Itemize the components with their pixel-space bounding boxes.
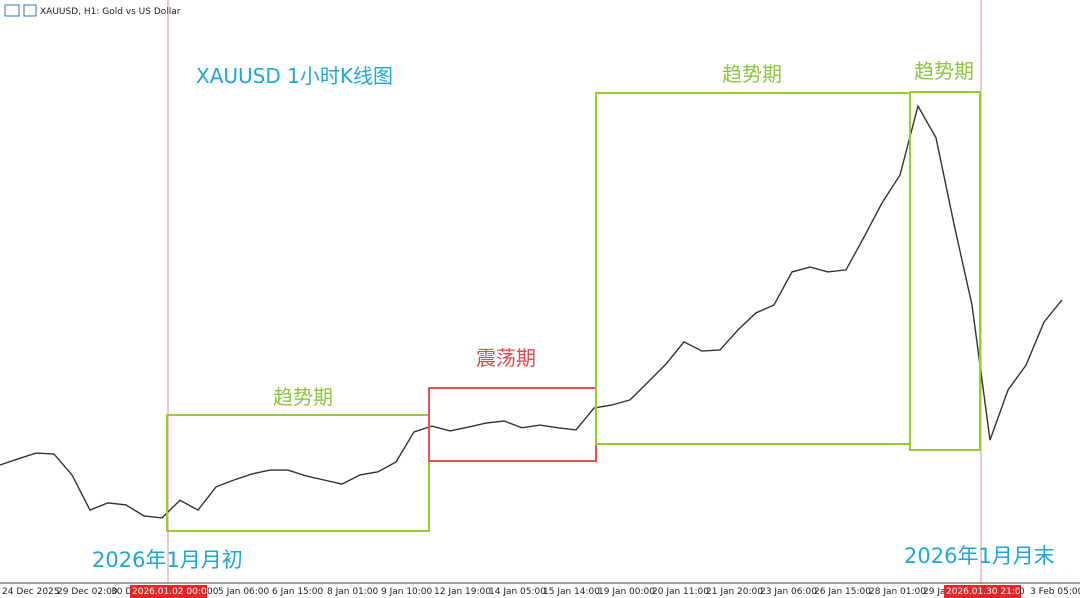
x-tick-label: 20 Jan 11:00 [652,587,709,597]
chart-header: XAUUSD, H1: Gold vs US Dollar [40,7,181,17]
annotation: 震荡期 [476,346,536,370]
x-tick-label: 23 Jan 06:00 [760,587,817,597]
trend-box [166,414,430,532]
annotation: 2026年1月月末 [904,544,1055,568]
annotation: 趋势期 [273,385,333,409]
annotation: 趋势期 [914,59,974,83]
chart-title: XAUUSD 1小时K线图 [196,64,393,88]
x-tick-label: 8 Jan 01:00 [327,587,379,597]
x-tick-label: 2026.01.02 00:00 [132,587,213,597]
x-tick-label: 0 [1019,587,1025,597]
x-tick-label: 26 Jan 15:00 [814,587,871,597]
x-tick-label: 3 Feb 05:00 [1030,587,1080,597]
x-tick-label: 00 [207,587,219,597]
x-tick-label: 21 Jan 20:00 [706,587,763,597]
x-label-highlight [130,585,207,598]
x-tick-label: 15 Jan 14:00 [543,587,600,597]
x-tick-label: 9 Jan 10:00 [381,587,433,597]
menu-icon[interactable] [4,4,20,17]
x-tick-label: 6 Jan 15:00 [272,587,324,597]
x-tick-label: 19 Jan 00:00 [598,587,655,597]
price-line [0,104,1063,519]
x-tick-label: 29 Ja [923,587,945,597]
trend-box [909,91,981,451]
x-tick-label: 2026.01.30 21:00 [946,587,1027,597]
x-tick-label: 14 Jan 05:00 [489,587,546,597]
annotation: 趋势期 [722,62,782,86]
plot-area [0,104,1063,519]
x-tick-label: 30 De [111,587,138,597]
annotation: 2026年1月月初 [92,548,243,572]
x-tick-label: 28 Jan 01:00 [869,587,926,597]
chart-icon[interactable] [23,4,37,17]
x-tick-label: 24 Dec 2025 [2,587,60,597]
x-tick-label: 12 Jan 19:00 [434,587,491,597]
x-tick-label: 5 Jan 06:00 [218,587,270,597]
x-label-highlight [944,585,1021,598]
x-tick-label: 29 Dec 02:00 [57,587,118,597]
